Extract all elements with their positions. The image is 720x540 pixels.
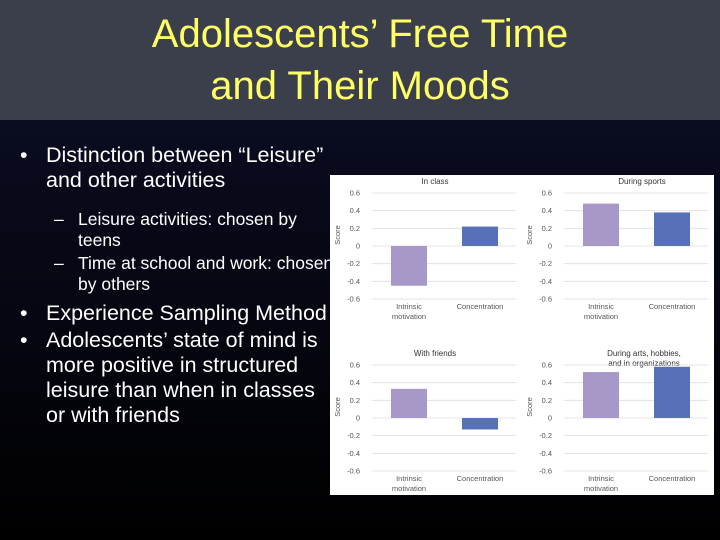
chart-title-line: and in organizations <box>608 359 680 368</box>
title-bar: Adolescents’ Free Time and Their Moods <box>0 0 720 120</box>
bar-concentration <box>654 212 690 246</box>
category-label-line: Intrinsic <box>396 302 422 311</box>
y-tick-label: -0.6 <box>539 295 552 304</box>
category-label: Concentration <box>457 302 504 311</box>
bar-charts: In class 0.6 0.4 0.2 0 -0.2 -0.4 -0.6 Score Intri… <box>333 177 708 493</box>
y-tick-label: -0.4 <box>539 449 552 458</box>
category-label-line: motivation <box>584 312 618 321</box>
dash-marker: – <box>54 253 64 273</box>
y-tick-label: 0.6 <box>350 361 360 370</box>
y-tick-label: 0 <box>548 242 552 251</box>
category-label: Concentration <box>649 302 696 311</box>
category-label-line: Intrinsic <box>396 474 422 483</box>
category-label-line: Intrinsic <box>588 474 614 483</box>
chart-title: With friends <box>414 349 456 358</box>
sub-bullet-school: – Time at school and work: chosen by oth… <box>18 253 338 295</box>
slide-title-line-2: and Their Moods <box>210 64 510 108</box>
sub-bullet-list: – Leisure activities: chosen by teens – … <box>18 209 338 295</box>
chart-3: With friends 0.6 0.4 0.2 0 -0.2 -0.4 -0.6 Score I… <box>333 349 516 493</box>
y-axis-label: Score <box>333 225 342 245</box>
y-tick-label: 0.4 <box>542 206 552 215</box>
bar-intrinsic-motivation <box>391 246 427 286</box>
y-tick-label: 0.2 <box>350 224 360 233</box>
y-axis-label: Score <box>525 397 534 417</box>
y-tick-label: -0.2 <box>347 259 360 268</box>
y-tick-label: 0.4 <box>350 378 360 387</box>
chart-title: In class <box>421 177 448 186</box>
bar-concentration <box>654 366 690 418</box>
bar-intrinsic-motivation <box>583 372 619 418</box>
category-label-line: motivation <box>584 484 618 493</box>
bar-concentration <box>462 418 498 430</box>
y-tick-label: 0.4 <box>542 378 552 387</box>
y-tick-label: 0 <box>356 414 360 423</box>
category-label: Intrinsic motivation <box>584 302 618 321</box>
dash-marker: – <box>54 209 64 229</box>
sub-bullet-school-text: Time at school and work: chosen by other… <box>78 253 334 294</box>
sub-bullet-leisure-text: Leisure activities: chosen by teens <box>78 209 297 250</box>
y-tick-label: 0.2 <box>350 396 360 405</box>
y-tick-label: 0.2 <box>542 224 552 233</box>
chart-1: In class 0.6 0.4 0.2 0 -0.2 -0.4 -0.6 Score Intri… <box>333 177 516 321</box>
y-tick-label: -0.6 <box>347 467 360 476</box>
y-tick-label: -0.2 <box>539 259 552 268</box>
y-tick-label: -0.6 <box>539 467 552 476</box>
bullet-experience-sampling: Experience Sampling Method <box>18 301 338 326</box>
category-label: Intrinsic motivation <box>392 302 426 321</box>
chart-title: During arts, hobbies, and in organization… <box>607 349 681 368</box>
y-tick-label: -0.2 <box>347 431 360 440</box>
y-tick-label: -0.4 <box>539 277 552 286</box>
y-tick-label: 0.6 <box>542 189 552 198</box>
y-tick-label: 0.4 <box>350 206 360 215</box>
y-tick-label: -0.2 <box>539 431 552 440</box>
chart-4: During arts, hobbies, and in organization… <box>525 349 708 493</box>
chart-title: During sports <box>618 177 666 186</box>
bar-concentration <box>462 226 498 246</box>
y-tick-label: 0 <box>548 414 552 423</box>
slide-title-line-1: Adolescents’ Free Time <box>151 12 569 56</box>
y-tick-label: 0.6 <box>350 189 360 198</box>
y-tick-label: -0.4 <box>347 277 360 286</box>
bullet-distinction: Distinction between “Leisure” and other … <box>18 143 338 193</box>
y-tick-label: 0.2 <box>542 396 552 405</box>
bar-intrinsic-motivation <box>583 203 619 246</box>
bullet-state-of-mind: Adolescents’ state of mind is more posit… <box>18 328 338 428</box>
y-tick-label: -0.4 <box>347 449 360 458</box>
category-label: Concentration <box>649 474 696 483</box>
category-label: Concentration <box>457 474 504 483</box>
y-axis-label: Score <box>525 225 534 245</box>
category-label-line: motivation <box>392 312 426 321</box>
sub-bullet-leisure: – Leisure activities: chosen by teens <box>18 209 338 251</box>
category-label: Intrinsic motivation <box>584 474 618 493</box>
bar-intrinsic-motivation <box>391 388 427 418</box>
chart-2: During sports 0.6 0.4 0.2 0 -0.2 -0.4 -0.6 Score… <box>525 177 708 321</box>
chart-title-line: During arts, hobbies, <box>607 349 681 358</box>
y-tick-label: 0.6 <box>542 361 552 370</box>
category-label: Intrinsic motivation <box>392 474 426 493</box>
bullet-list: Distinction between “Leisure” and other … <box>18 143 338 430</box>
y-axis-label: Score <box>333 397 342 417</box>
category-label-line: Intrinsic <box>588 302 614 311</box>
category-label-line: motivation <box>392 484 426 493</box>
y-tick-label: 0 <box>356 242 360 251</box>
y-tick-label: -0.6 <box>347 295 360 304</box>
chart-panel: In class 0.6 0.4 0.2 0 -0.2 -0.4 -0.6 Score Intri… <box>330 175 714 495</box>
